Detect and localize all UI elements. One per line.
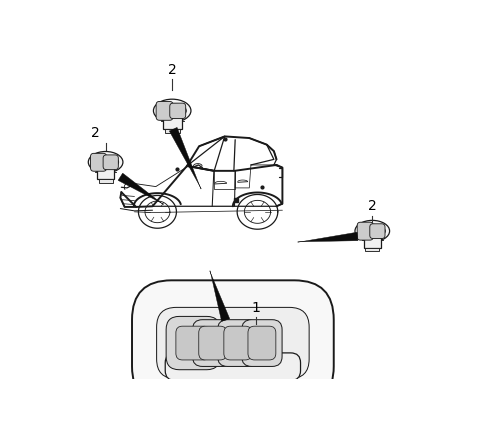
- FancyBboxPatch shape: [163, 115, 181, 130]
- FancyBboxPatch shape: [176, 326, 210, 360]
- FancyBboxPatch shape: [103, 155, 119, 170]
- Ellipse shape: [158, 104, 186, 118]
- FancyBboxPatch shape: [224, 326, 252, 360]
- FancyBboxPatch shape: [242, 320, 282, 366]
- FancyBboxPatch shape: [165, 353, 300, 380]
- Ellipse shape: [360, 225, 385, 238]
- FancyBboxPatch shape: [156, 101, 173, 120]
- FancyBboxPatch shape: [165, 129, 180, 133]
- FancyBboxPatch shape: [132, 280, 334, 406]
- Ellipse shape: [154, 99, 191, 122]
- Ellipse shape: [355, 220, 390, 242]
- FancyBboxPatch shape: [248, 326, 276, 360]
- Ellipse shape: [88, 152, 123, 173]
- Polygon shape: [169, 127, 201, 189]
- FancyBboxPatch shape: [357, 222, 373, 240]
- FancyBboxPatch shape: [97, 166, 114, 179]
- Polygon shape: [118, 173, 164, 204]
- Text: 2: 2: [168, 63, 177, 77]
- FancyBboxPatch shape: [192, 320, 233, 366]
- FancyBboxPatch shape: [365, 248, 379, 251]
- FancyBboxPatch shape: [364, 235, 381, 248]
- FancyBboxPatch shape: [199, 326, 227, 360]
- Text: 1: 1: [252, 301, 260, 315]
- FancyBboxPatch shape: [170, 103, 186, 118]
- FancyBboxPatch shape: [98, 178, 113, 183]
- Polygon shape: [210, 271, 230, 321]
- FancyBboxPatch shape: [156, 308, 309, 379]
- Text: 2: 2: [368, 199, 377, 213]
- Polygon shape: [298, 232, 358, 242]
- FancyBboxPatch shape: [166, 317, 220, 370]
- Text: 2: 2: [91, 126, 99, 140]
- FancyBboxPatch shape: [91, 153, 107, 171]
- FancyBboxPatch shape: [217, 320, 258, 366]
- FancyBboxPatch shape: [370, 224, 385, 239]
- Ellipse shape: [93, 155, 119, 169]
